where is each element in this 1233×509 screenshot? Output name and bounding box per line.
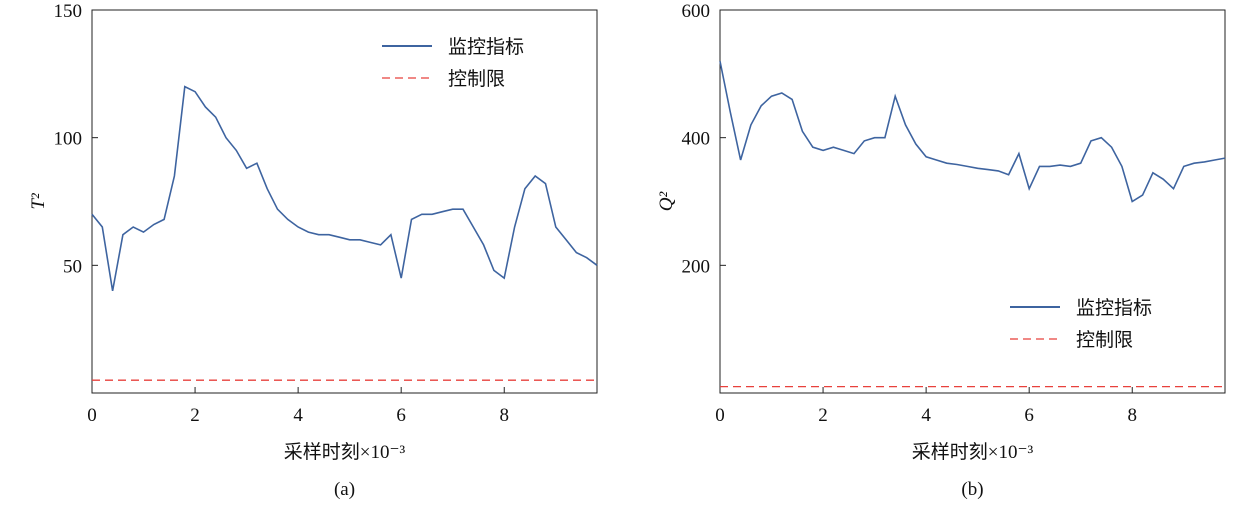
y-tick-label: 600 [682, 1, 711, 22]
y-tick-label: 400 [682, 129, 711, 150]
x-tick-label: 8 [499, 405, 509, 426]
x-tick-label: 6 [396, 405, 406, 426]
y-tick-label: 100 [54, 129, 83, 150]
legend-label: 控制限 [1076, 329, 1133, 351]
x-tick-label: 2 [190, 405, 200, 426]
legend-label: 监控指标 [1076, 297, 1152, 319]
y-tick-label: 150 [54, 1, 83, 22]
subtitle: (b) [961, 479, 983, 500]
plot-area [719, 9, 1226, 394]
plot-area [91, 9, 598, 394]
x-tick-label: 0 [87, 405, 97, 426]
x-axis-label: 采样时刻×10⁻³ [912, 441, 1034, 463]
x-tick-label: 0 [715, 405, 725, 426]
x-tick-label: 4 [293, 405, 303, 426]
series-line [719, 60, 1226, 203]
x-tick-label: 4 [921, 405, 931, 426]
y-tick-label: 50 [63, 256, 82, 277]
legend-label: 监控指标 [448, 36, 524, 58]
x-tick-label: 2 [818, 405, 828, 426]
x-axis-label: 采样时刻×10⁻³ [284, 441, 406, 463]
series-line [91, 85, 598, 292]
subtitle: (a) [334, 479, 355, 500]
y-tick-label: 200 [682, 256, 711, 277]
y-axis-label: Q² [656, 191, 677, 211]
y-axis-label: T² [28, 193, 49, 210]
legend-label: 控制限 [448, 68, 505, 90]
x-tick-label: 6 [1024, 405, 1034, 426]
x-tick-label: 8 [1127, 405, 1137, 426]
